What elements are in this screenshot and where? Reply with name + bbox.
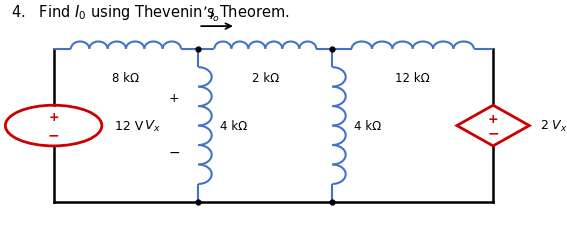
Text: $I_o$: $I_o$ [209,9,220,24]
Text: 2 kΩ: 2 kΩ [252,72,279,85]
Text: 12 kΩ: 12 kΩ [395,72,430,85]
Text: 12 V: 12 V [115,119,143,133]
Text: $V_x$: $V_x$ [145,119,161,133]
Text: −: − [48,128,60,142]
Text: 2 $V_x$: 2 $V_x$ [540,119,567,133]
Text: +: + [169,91,180,104]
Text: 8 kΩ: 8 kΩ [112,72,139,85]
Text: +: + [488,112,498,125]
Text: 4 kΩ: 4 kΩ [354,119,381,133]
Text: 4 kΩ: 4 kΩ [220,119,247,133]
Text: −: − [168,145,180,159]
Text: −: − [487,126,499,140]
Text: 4.   Find $I_0$ using Thevenin’s Theorem.: 4. Find $I_0$ using Thevenin’s Theorem. [11,3,289,22]
Text: +: + [48,111,59,124]
